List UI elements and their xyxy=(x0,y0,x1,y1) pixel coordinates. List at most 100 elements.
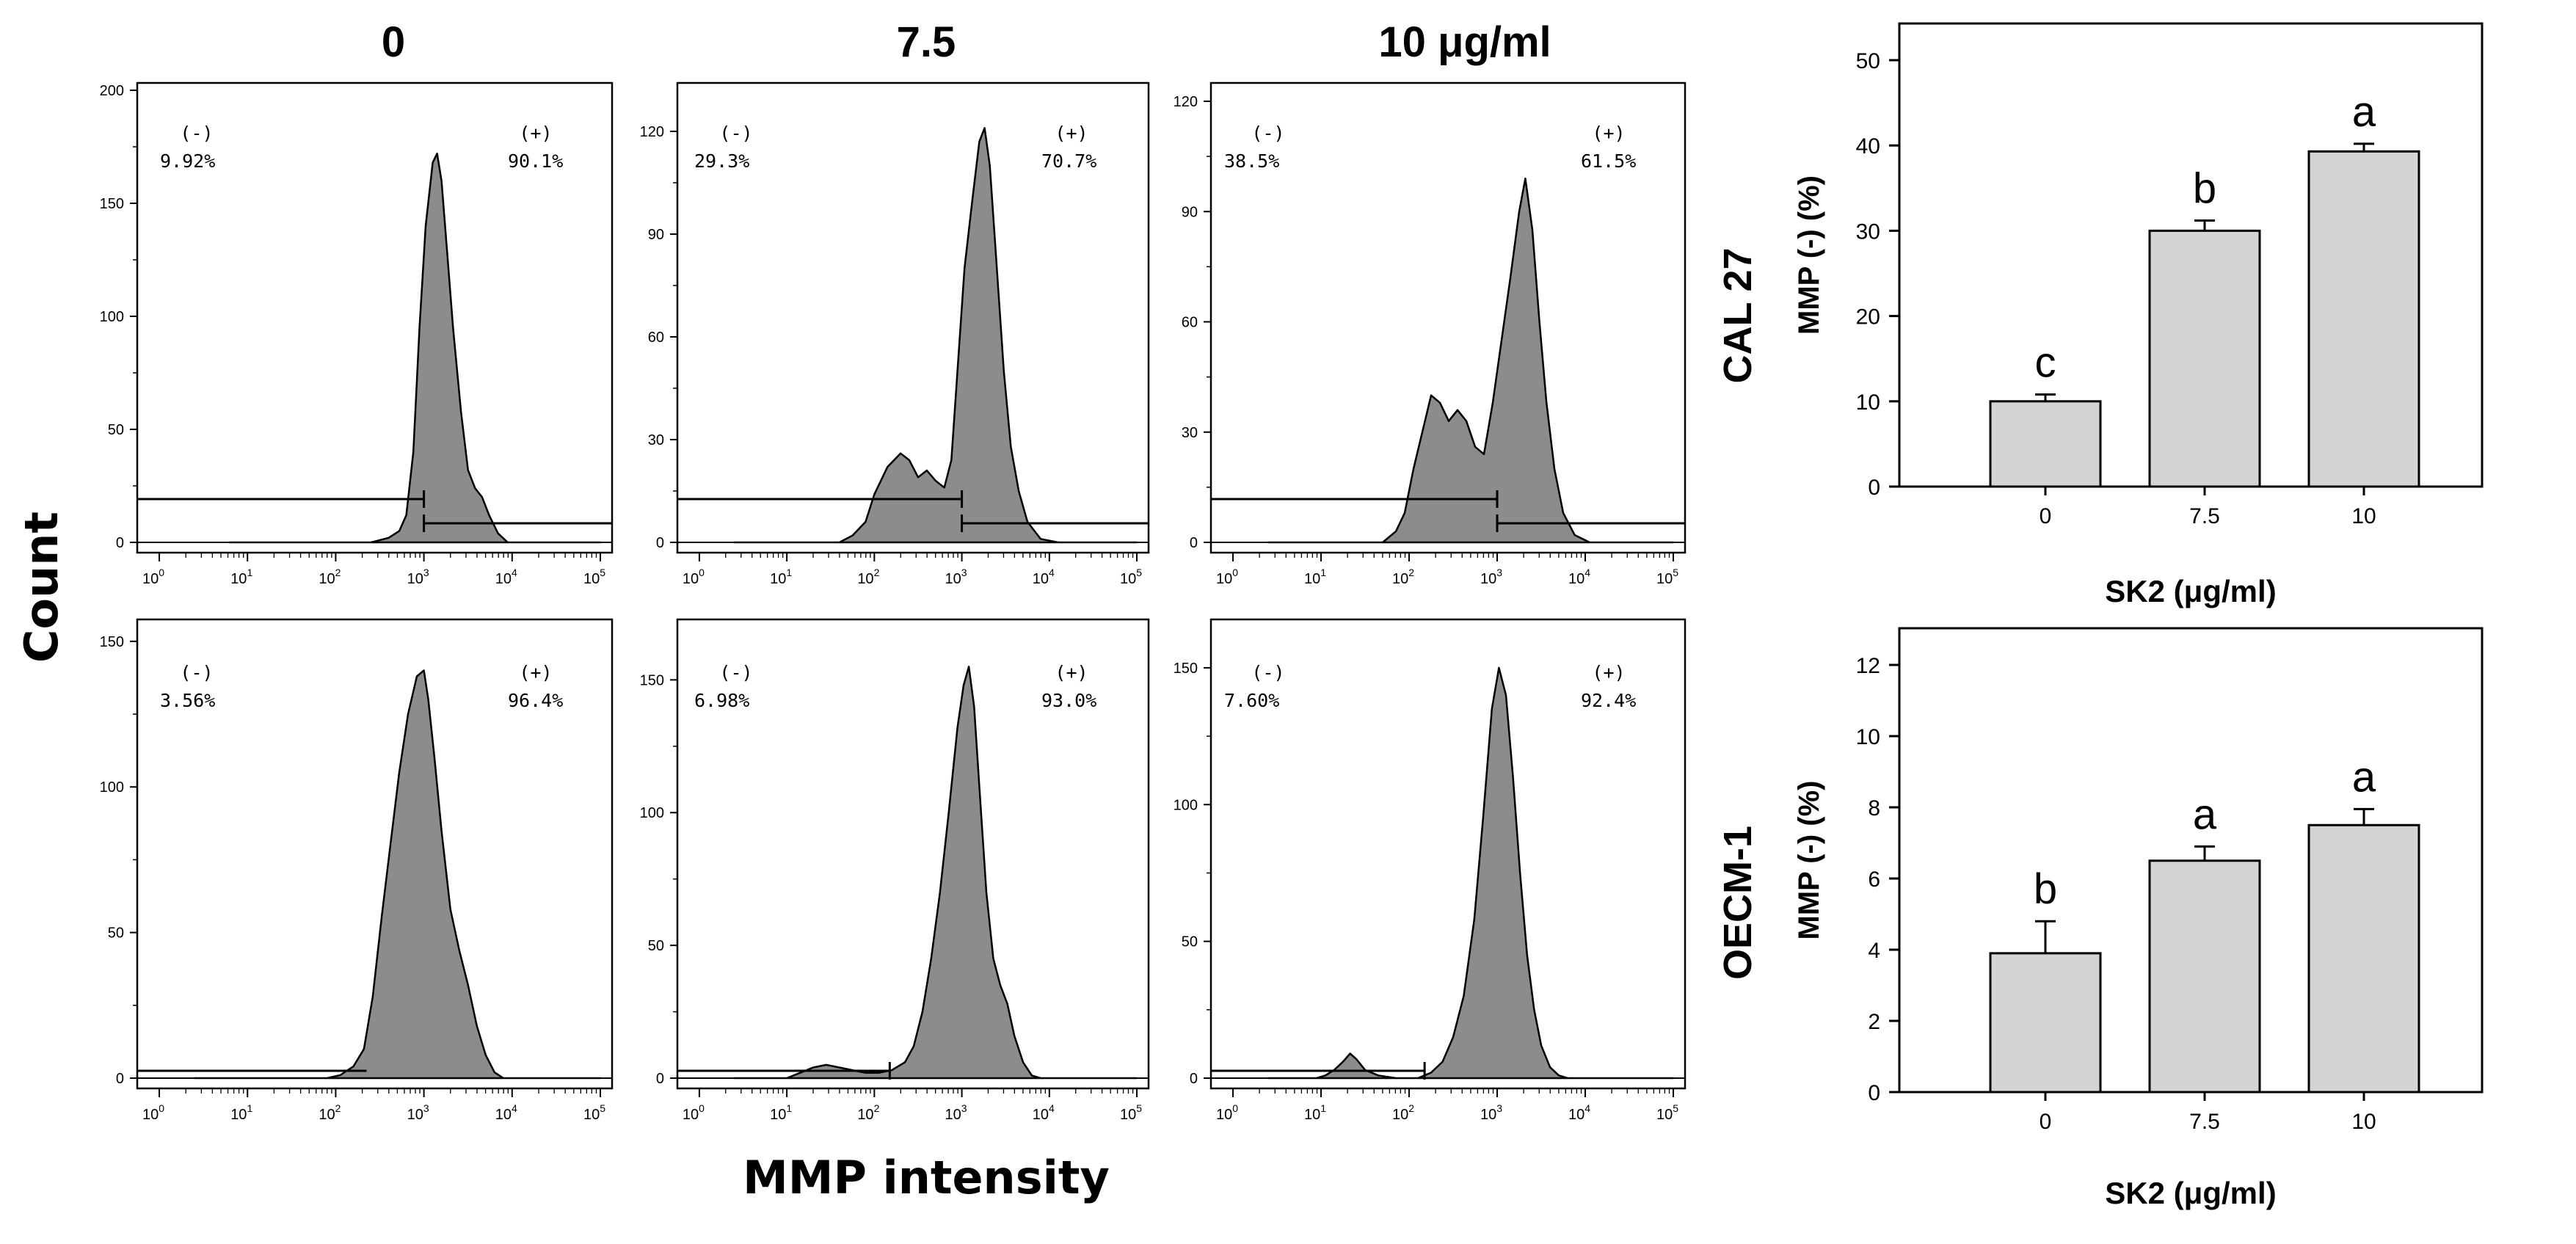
bar-y-tick-label: 50 xyxy=(1856,49,1880,73)
histogram-panel-cal-27-dose-0: 0 50 100 150 200 100 101 102 103 104 105 (-) 9.92% (+… xyxy=(100,81,614,587)
gate-negative-label: (-) xyxy=(180,123,213,144)
x-tick-label: 103 xyxy=(1480,1102,1502,1123)
row-label-oecm1: OECM-1 xyxy=(1716,826,1760,980)
bar-y-tick-label: 12 xyxy=(1856,654,1880,678)
histogram-curve xyxy=(228,152,602,544)
bar xyxy=(2148,859,2261,1094)
gate-positive-label: (+) xyxy=(1592,123,1625,144)
gate-negative-percent: 7.60% xyxy=(1224,690,1279,711)
x-tick-label: 105 xyxy=(1120,567,1142,587)
significance-letter: a xyxy=(2352,88,2376,136)
significance-letter: a xyxy=(2352,753,2376,801)
y-tick-label: 120 xyxy=(1174,94,1198,110)
x-tick-label: 101 xyxy=(230,567,252,587)
y-tick-label: 200 xyxy=(100,83,124,99)
bar-y-tick-label: 8 xyxy=(1868,796,1880,821)
y-tick-label: 100 xyxy=(640,805,664,821)
x-tick-label: 105 xyxy=(1120,1102,1142,1123)
x-tick-label: 103 xyxy=(945,1102,967,1123)
y-tick-label: 0 xyxy=(656,1071,664,1087)
histogram-curve xyxy=(733,666,1138,1080)
x-tick-label: 103 xyxy=(945,567,967,587)
gate-negative-label: (-) xyxy=(719,662,752,683)
x-tick-label: 105 xyxy=(583,567,605,587)
histogram-panel-cal-27-dose-7-5: 0 30 60 90 120 100 101 102 103 104 105 (-) 29.3% (+) 7… xyxy=(640,81,1150,587)
gate-positive-label: (+) xyxy=(1055,123,1088,144)
gate-positive-percent: 70.7% xyxy=(1041,150,1096,172)
histogram-frame xyxy=(676,618,1150,1090)
histogram-curve xyxy=(193,669,602,1080)
y-tick-label: 0 xyxy=(116,535,124,551)
y-tick-label: 60 xyxy=(1182,315,1198,331)
x-tick-label: 102 xyxy=(319,567,341,587)
y-tick-label: 150 xyxy=(100,196,124,212)
x-tick-label: 103 xyxy=(407,567,429,587)
y-tick-label: 50 xyxy=(108,925,124,942)
y-tick-label: 50 xyxy=(1182,934,1198,950)
y-tick-label: 50 xyxy=(108,422,124,438)
y-tick-label: 0 xyxy=(1190,1071,1198,1087)
bar-y-tick-label: 4 xyxy=(1868,939,1880,963)
y-tick-label: 120 xyxy=(640,124,664,140)
x-tick-label: 102 xyxy=(319,1102,341,1123)
bar-y-tick-label: 10 xyxy=(1856,725,1880,749)
x-tick-label: 100 xyxy=(683,1102,705,1123)
significance-letter: b xyxy=(2034,865,2057,913)
y-tick-label: 150 xyxy=(640,672,664,688)
bar-chart-cal-27: 0 10 20 30 40 50 c 0 b 7.5 a 10 MMP (-) (%) SK2 (μg/m… xyxy=(1793,22,2484,608)
x-tick-label: 101 xyxy=(770,567,792,587)
gate-negative-label: (-) xyxy=(180,662,213,683)
histogram-panel-oecm-1-dose-0: 0 50 100 150 100 101 102 103 104 105 (-) 3.56% (+) 96… xyxy=(100,618,614,1123)
histogram-curve xyxy=(1267,177,1675,544)
x-tick-label: 103 xyxy=(407,1102,429,1123)
bar-y-tick-label: 30 xyxy=(1856,219,1880,244)
histogram-panel-cal-27-dose-10: 0 30 60 90 120 100 101 102 103 104 105 (-) 38.5% (+) 6… xyxy=(1174,81,1687,587)
x-tick-label: 102 xyxy=(1392,1102,1414,1123)
bar-x-tick-label: 10 xyxy=(2351,1110,2376,1134)
gate-negative-label: (-) xyxy=(1251,662,1284,683)
x-tick-label: 101 xyxy=(1304,1102,1326,1123)
x-tick-label: 104 xyxy=(1568,567,1590,587)
gate-negative-percent: 29.3% xyxy=(694,150,749,172)
y-tick-label: 30 xyxy=(1182,425,1198,441)
y-tick-label: 150 xyxy=(100,634,124,650)
y-tick-label: 0 xyxy=(656,535,664,551)
bar-x-tick-label: 7.5 xyxy=(2189,1110,2220,1134)
x-tick-label: 100 xyxy=(683,567,705,587)
significance-letter: a xyxy=(2193,790,2217,838)
x-tick-label: 105 xyxy=(1656,567,1678,587)
y-tick-label: 0 xyxy=(116,1071,124,1087)
gate-positive-percent: 96.4% xyxy=(508,690,563,711)
y-tick-label: 150 xyxy=(1174,661,1198,677)
bar xyxy=(2307,150,2420,488)
y-tick-label: 30 xyxy=(648,432,664,448)
bar-y-axis-label: MMP (-) (%) xyxy=(1793,781,1825,940)
gate-positive-percent: 61.5% xyxy=(1581,150,1636,172)
histogram-panel-oecm-1-dose-10: 0 50 100 150 100 101 102 103 104 105 (-) 7.60% (+) 92… xyxy=(1174,618,1687,1123)
histogram-panel-oecm-1-dose-7-5: 0 50 100 150 100 101 102 103 104 105 (-) 6.98% (+) 93… xyxy=(640,618,1150,1123)
x-tick-label: 102 xyxy=(857,1102,879,1123)
gate-negative-label: (-) xyxy=(719,123,752,144)
x-tick-label: 104 xyxy=(1568,1102,1590,1123)
histogram-frame xyxy=(1209,81,1687,554)
histogram-curve xyxy=(1267,666,1675,1080)
bar-y-tick-label: 0 xyxy=(1868,476,1880,500)
gate-negative-percent: 9.92% xyxy=(160,150,215,172)
y-tick-label: 0 xyxy=(1190,535,1198,551)
x-tick-label: 100 xyxy=(142,567,164,587)
histogram-frame xyxy=(676,81,1150,554)
x-tick-label: 100 xyxy=(1216,1102,1238,1123)
y-tick-label: 50 xyxy=(648,938,664,954)
y-axis-label-count: Count xyxy=(15,512,68,663)
bar-x-tick-label: 0 xyxy=(2040,1110,2052,1134)
significance-letter: c xyxy=(2035,339,2056,387)
x-tick-label: 104 xyxy=(495,567,517,587)
gate-positive-percent: 90.1% xyxy=(508,150,563,172)
gate-negative-label: (-) xyxy=(1251,123,1284,144)
y-tick-label: 90 xyxy=(648,227,664,243)
x-tick-label: 104 xyxy=(495,1102,517,1123)
bar-y-tick-label: 0 xyxy=(1868,1081,1880,1105)
x-tick-label: 100 xyxy=(142,1102,164,1123)
gate-negative-percent: 38.5% xyxy=(1224,150,1279,172)
